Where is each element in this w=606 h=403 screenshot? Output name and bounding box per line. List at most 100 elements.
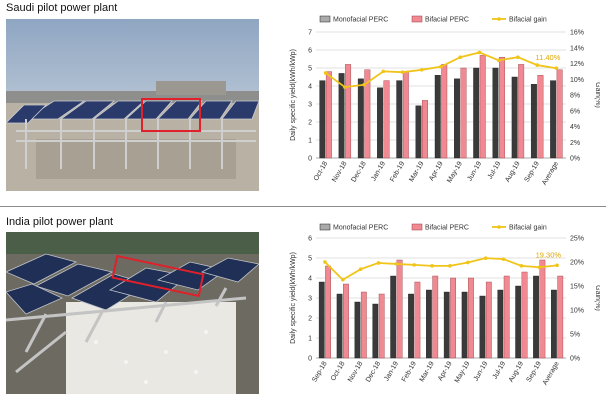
saudi-chart-svg: 0 1 2 3 4 5 6 7 0% 2% 4% 6% 8% 10% 12% 14% 16% Oct-18 Nov-… — [290, 15, 601, 186]
y-tick-label: 6 — [308, 48, 312, 55]
gain-point — [358, 267, 363, 271]
y2-tick-label: 12% — [570, 61, 584, 68]
x-tick-label: Sep-19 — [524, 160, 541, 183]
monofacial-bar — [372, 303, 379, 359]
bifacial-bar — [468, 277, 474, 359]
monofacial-bar — [338, 73, 345, 159]
monofacial-bar — [479, 295, 486, 359]
x-tick-label: Jul-19 — [487, 160, 503, 180]
y2-tick-label: 16% — [570, 30, 584, 37]
gain-point — [516, 55, 520, 59]
bifacial-bar — [557, 275, 564, 359]
monofacial-bar — [515, 285, 522, 359]
y-tick-label: 3 — [308, 296, 312, 303]
bifacial-bar — [479, 55, 486, 159]
gain-point — [430, 264, 434, 268]
monofacial-bar — [497, 289, 504, 359]
bifacial-bar — [498, 57, 505, 159]
y-tick-label: 7 — [308, 30, 312, 37]
monofacial-bar — [473, 67, 480, 159]
gain-point — [465, 260, 470, 265]
monofacial-bar — [390, 275, 397, 359]
bifacial-bar — [450, 277, 456, 359]
y2-tick-label: 14% — [570, 45, 584, 52]
y2-axis-title: Gain(%) — [594, 82, 600, 108]
india-chart-svg: 0 1 2 3 4 5 6 0% 5% 10% 15% 20% 25% Sep-18 Oct-18 Nov-1… — [290, 223, 601, 386]
bifacial-bar — [556, 69, 563, 159]
y-tick-label: 0 — [308, 356, 312, 363]
bifacial-bar — [422, 100, 428, 159]
monofacial-bar — [530, 83, 537, 159]
bifacial-bar — [539, 259, 546, 359]
y-tick-label: 5 — [308, 66, 312, 73]
y2-tick-label: 6% — [570, 108, 580, 115]
x-tick-label: Oct-18 — [330, 360, 347, 382]
gain-point — [458, 55, 463, 59]
legend-monofacial-swatch — [319, 15, 331, 23]
monofacial-bar — [377, 87, 384, 159]
gain-point — [555, 263, 559, 268]
bifacial-bar — [345, 64, 352, 159]
legend-monofacial-label: Monofacial PERC — [333, 17, 388, 24]
x-tick-label: Dec-18 — [350, 160, 367, 183]
legend-monofacial-label: Monofacial PERC — [333, 225, 388, 232]
bifacial-bar — [503, 275, 510, 359]
bifacial-bar — [383, 80, 390, 159]
saudi-highlight-box — [141, 98, 201, 132]
y2-tick-label: 0% — [570, 356, 580, 363]
y-tick-label: 4 — [308, 84, 312, 91]
x-tick-label: Apr-19 — [428, 160, 445, 182]
legend-bifacial-label: Bifacial PERC — [425, 17, 469, 24]
panel-divider — [0, 206, 606, 207]
bifacial-bar — [378, 293, 385, 359]
monofacial-bar — [443, 291, 450, 359]
legend-gain-marker — [497, 225, 501, 229]
monofacial-bar — [357, 78, 364, 159]
gain-annotation: 19.30% — [536, 250, 562, 259]
y2-tick-label: 4% — [570, 124, 580, 131]
legend-bifacial-label: Bifacial PERC — [425, 225, 469, 232]
x-tick-label: Jun-19 — [466, 160, 483, 182]
x-tick-label: Average — [541, 160, 560, 186]
gain-point — [439, 64, 443, 69]
y-axis-title: Daily specific yield(kWh/kWp) — [290, 49, 297, 141]
bifacial-bar — [518, 64, 525, 159]
legend-monofacial-swatch — [319, 223, 331, 231]
x-tick-label: Aug-19 — [504, 160, 521, 183]
india-plant-photo — [6, 232, 259, 394]
y2-tick-label: 0% — [570, 156, 580, 163]
gain-line — [324, 257, 558, 281]
saudi-plant-photo — [6, 19, 259, 191]
bifacial-bar — [343, 283, 349, 359]
y-tick-label: 2 — [308, 120, 312, 127]
gain-point — [412, 263, 417, 267]
x-tick-label: Jul-19 — [492, 360, 508, 380]
x-tick-label: Dec-18 — [365, 360, 382, 383]
y-tick-label: 5 — [308, 256, 312, 263]
x-tick-label: Nov-18 — [347, 360, 364, 383]
monofacial-bar — [533, 275, 539, 359]
gain-point — [483, 256, 488, 260]
bifacial-bar — [396, 259, 403, 359]
x-tick-label: Jan-19 — [370, 160, 387, 182]
y2-tick-label: 10% — [570, 308, 584, 315]
bifacial-bar — [364, 69, 371, 159]
monofacial-bar — [454, 78, 460, 159]
legend-gain-label: Bifacial gain — [509, 225, 547, 232]
x-tick-label: Jan-19 — [383, 360, 400, 382]
bifacial-bar — [325, 265, 331, 359]
monofacial-bar — [319, 80, 326, 159]
gain-point — [343, 85, 347, 89]
legend-gain-label: Bifacial gain — [509, 17, 547, 24]
y-axis-title: Daily specific yield(kWh/kWp) — [290, 252, 297, 344]
gain-point — [400, 70, 405, 74]
gain-point — [477, 50, 482, 55]
monofacial-bar — [318, 281, 325, 359]
x-tick-label: Nov-18 — [331, 160, 348, 183]
x-tick-label: Feb-19 — [401, 360, 418, 383]
gain-point — [535, 63, 539, 67]
monofacial-bar — [426, 289, 432, 359]
x-tick-label: Jun-19 — [473, 360, 490, 382]
bifacial-bar — [414, 281, 421, 359]
saudi-panel-title: Saudi pilot power plant — [6, 2, 118, 14]
